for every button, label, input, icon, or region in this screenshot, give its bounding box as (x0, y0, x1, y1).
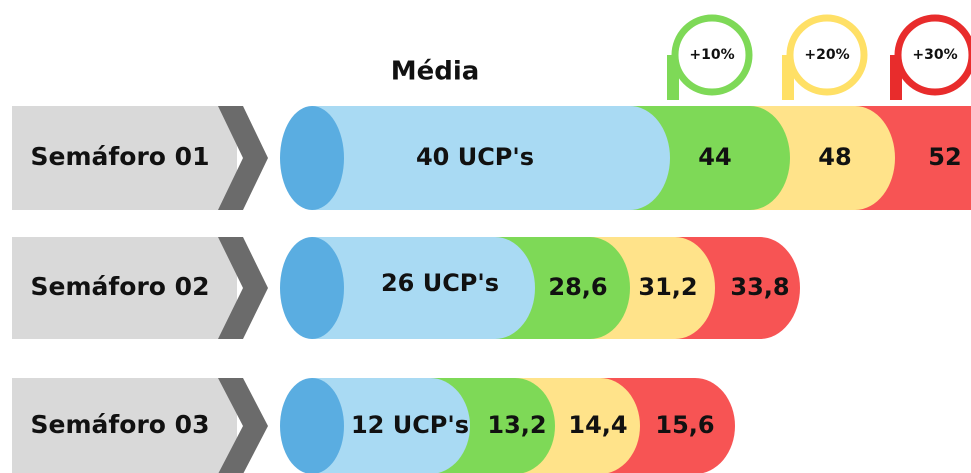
level-value: 44 (698, 143, 731, 171)
base-segment (312, 237, 535, 339)
row-label: Semáforo 02 (31, 272, 210, 301)
chevron (218, 237, 268, 339)
level-value: 14,4 (568, 411, 627, 439)
base-segment (312, 378, 470, 473)
level-value: 28,6 (548, 273, 607, 301)
chevron (218, 106, 268, 210)
base-value: 12 UCP's (351, 411, 469, 439)
row-label-box (12, 237, 237, 339)
pin (671, 14, 753, 96)
level-value: 13,2 (487, 411, 546, 439)
base-value: 40 UCP's (416, 143, 534, 171)
title: Média (391, 57, 480, 87)
level-value: 31,2 (638, 273, 697, 301)
chevron (218, 378, 268, 473)
cylinder-cap (280, 378, 344, 473)
row-label-box (12, 378, 237, 473)
legend-label: +30% (912, 47, 957, 63)
level-value: 48 (818, 143, 851, 171)
base-segment (312, 106, 670, 210)
level-value: 15,6 (655, 411, 714, 439)
legend-label: +10% (689, 47, 734, 63)
level-value: 33,8 (730, 273, 789, 301)
row-label: Semáforo 03 (31, 410, 210, 439)
cylinder-cap (280, 237, 344, 339)
level-value: 52 (928, 143, 961, 171)
cylinder-cap (280, 106, 344, 210)
row-label-box (12, 106, 237, 210)
pin (786, 14, 868, 96)
row-label: Semáforo 01 (31, 142, 210, 171)
legend-label: +20% (804, 47, 849, 63)
base-value: 26 UCP's (381, 269, 499, 297)
pin (894, 14, 971, 96)
